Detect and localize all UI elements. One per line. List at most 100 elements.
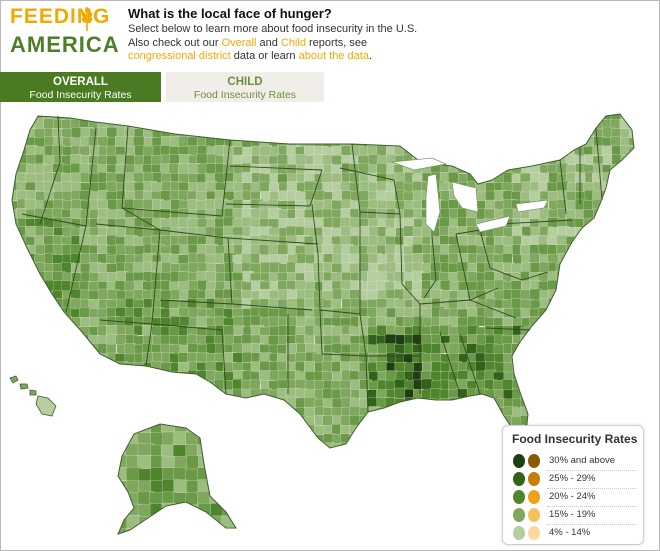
county-cell	[638, 237, 649, 249]
county-cell	[221, 491, 236, 507]
county-cell	[575, 361, 589, 374]
county-cell	[107, 424, 121, 436]
county-cell	[629, 173, 634, 185]
county-cell	[150, 389, 163, 402]
county-cell	[240, 127, 252, 140]
tab-overall[interactable]: OVERALL Food Insecurity Rates	[0, 72, 161, 102]
county-cell	[260, 127, 274, 139]
county-cell	[610, 371, 623, 386]
county-cell	[124, 244, 136, 256]
county-cell	[61, 443, 75, 448]
county-cell	[538, 335, 549, 347]
county-cell	[223, 424, 235, 436]
county-cell	[584, 272, 598, 285]
county-cell	[484, 415, 498, 430]
county-cell	[12, 217, 19, 230]
county-cell	[210, 456, 227, 471]
county-cell	[52, 425, 65, 438]
county-cell	[98, 442, 110, 448]
county-cell	[15, 308, 28, 320]
county-cell	[16, 334, 29, 347]
congressional-district-link[interactable]: congressional district	[128, 50, 231, 62]
county-cell	[304, 114, 318, 123]
county-cell	[71, 361, 83, 373]
county-cell	[529, 114, 541, 123]
county-cell	[609, 182, 621, 195]
county-cell	[268, 441, 281, 448]
county-cell	[149, 503, 164, 519]
county-cell	[210, 424, 225, 434]
county-cell	[12, 352, 21, 366]
county-cell	[556, 114, 570, 123]
county-cell	[565, 298, 579, 310]
county-cell	[611, 208, 624, 222]
county-cell	[629, 217, 634, 229]
overall-report-link[interactable]: Overall	[221, 36, 257, 49]
county-cell	[610, 389, 622, 403]
child-report-link[interactable]: Child	[280, 36, 306, 49]
county-cell	[70, 370, 83, 382]
county-cell	[583, 262, 596, 274]
county-cell	[214, 405, 228, 418]
county-cell	[162, 528, 178, 534]
county-cell	[422, 398, 436, 411]
county-cell	[79, 361, 93, 375]
county-cell	[466, 145, 479, 156]
county-cell	[449, 136, 461, 149]
county-cell	[512, 145, 525, 159]
county-cell	[628, 405, 634, 417]
county-cell	[118, 503, 128, 518]
county-cell	[79, 442, 91, 448]
county-cell	[431, 145, 445, 158]
county-cell	[539, 344, 552, 356]
county-cell	[637, 145, 648, 157]
county-cell	[439, 145, 451, 156]
county-cell	[71, 424, 84, 436]
county-cell	[600, 407, 612, 420]
county-cell	[638, 308, 648, 320]
county-cell	[574, 290, 588, 303]
feeding-america-logo[interactable]: FEEDING AMERICA	[10, 5, 119, 61]
county-cell	[118, 492, 128, 507]
county-cell	[321, 243, 335, 255]
county-cell	[232, 442, 246, 448]
county-cell	[601, 209, 614, 221]
county-cell	[484, 442, 497, 448]
county-cell	[475, 424, 488, 435]
county-cell	[198, 455, 214, 470]
county-cell	[25, 280, 37, 292]
county-cell	[173, 528, 189, 534]
county-cell	[296, 433, 310, 446]
county-cell	[234, 467, 236, 483]
county-cell	[35, 298, 48, 309]
county-cell	[26, 414, 38, 427]
county-cell	[565, 114, 578, 120]
county-cell	[618, 280, 631, 293]
county-cell	[422, 118, 434, 132]
county-cell	[619, 335, 632, 349]
county-cell	[296, 118, 308, 132]
county-cell	[174, 514, 189, 531]
county-cell	[539, 397, 551, 411]
us-counties-map[interactable]	[0, 104, 660, 551]
county-cell	[575, 353, 587, 365]
county-cell	[448, 415, 459, 427]
county-cell	[251, 443, 264, 448]
county-cell	[449, 406, 463, 418]
county-cell	[503, 137, 514, 150]
county-cell	[24, 397, 38, 408]
about-data-link[interactable]: about the data	[298, 50, 369, 62]
county-cell	[610, 271, 623, 285]
county-cell	[547, 398, 558, 410]
county-cell	[546, 146, 560, 158]
county-cell	[125, 114, 138, 121]
county-cell	[359, 114, 371, 123]
county-cell	[521, 362, 533, 373]
county-cell	[205, 443, 217, 448]
county-cell	[574, 272, 587, 285]
tab-child[interactable]: CHILD Food Insecurity Rates	[166, 72, 324, 102]
county-cell	[12, 298, 19, 311]
county-cell	[430, 416, 445, 430]
county-cell	[503, 127, 516, 139]
county-cell	[583, 290, 597, 302]
